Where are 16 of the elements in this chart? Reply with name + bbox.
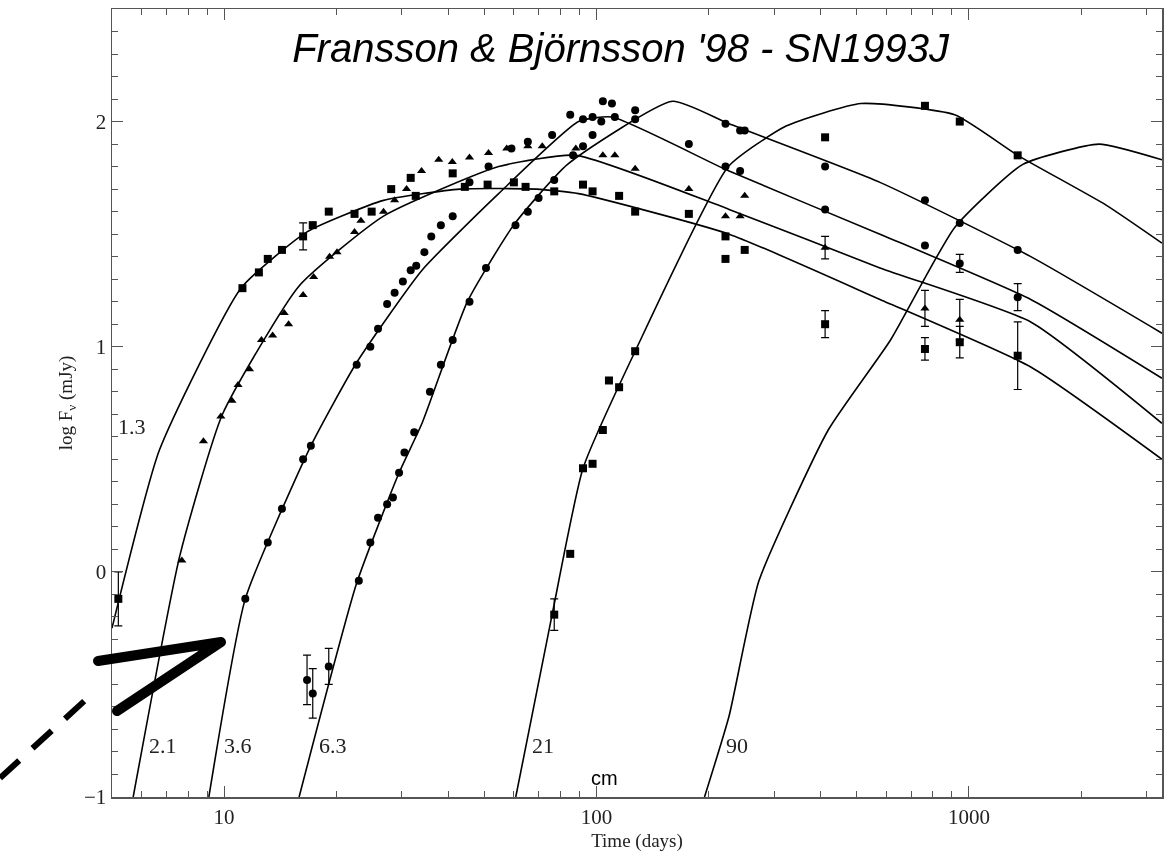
y-tick-label: 1 bbox=[95, 335, 107, 360]
series-label: 21 bbox=[532, 733, 554, 758]
series-label: 6.3 bbox=[319, 733, 347, 758]
chart-title: Fransson & Björnsson '98 - SN1993J bbox=[292, 25, 951, 70]
annotation: cm bbox=[591, 767, 618, 789]
y-tick-label: 0 bbox=[95, 560, 107, 585]
series-label: 1.3 bbox=[118, 414, 146, 439]
x-axis-title: Time (days) bbox=[591, 830, 683, 853]
series-label: 3.6 bbox=[224, 733, 252, 758]
x-tick-label: 100 bbox=[580, 804, 613, 829]
y-tick-label: 2 bbox=[95, 109, 107, 134]
x-tick-label: 1000 bbox=[947, 804, 990, 829]
y-tick-label: −1 bbox=[83, 785, 107, 810]
series-label: 2.1 bbox=[149, 733, 177, 758]
x-tick-label: 10 bbox=[213, 804, 235, 829]
series-label: 90 bbox=[726, 733, 748, 758]
